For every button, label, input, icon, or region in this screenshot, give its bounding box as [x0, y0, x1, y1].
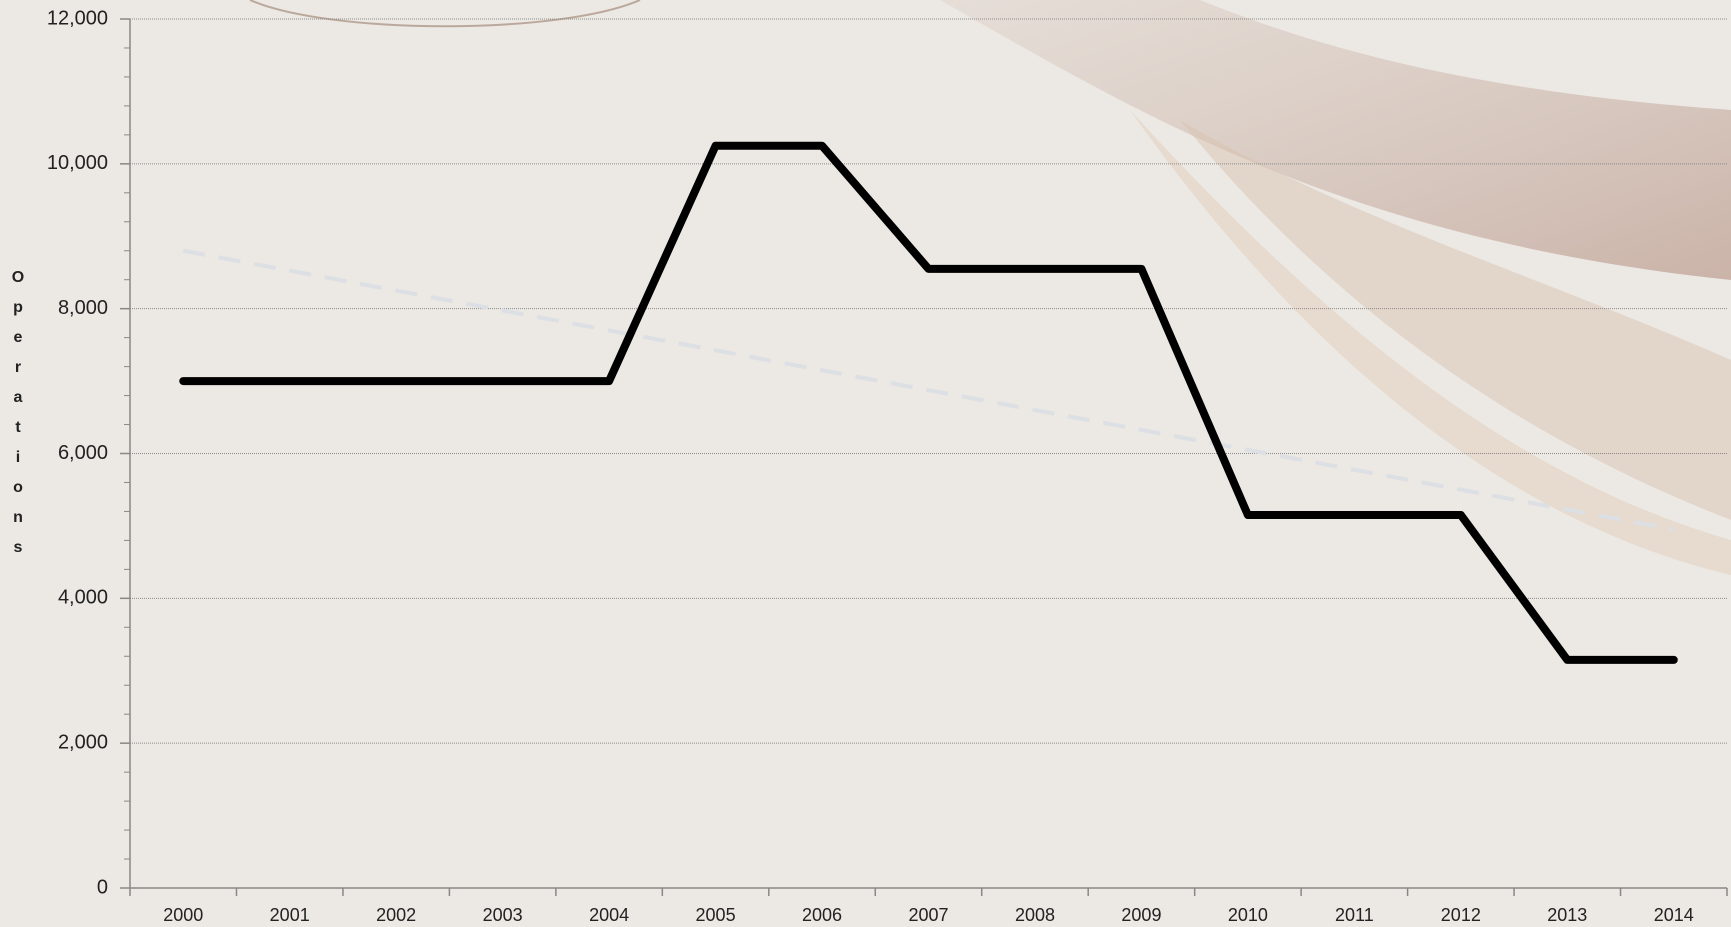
x-tick-label: 2002 [376, 905, 416, 925]
x-tick-label: 2001 [270, 905, 310, 925]
x-tick-label: 2014 [1654, 905, 1694, 925]
page: 0 2,000 4,000 6,000 8,000 10,000 12,000 2000 200… [0, 0, 1731, 927]
chart: 0 2,000 4,000 6,000 8,000 10,000 12,000 2000 200… [0, 0, 1731, 927]
x-tick-label: 2010 [1228, 905, 1268, 925]
y-tick-label: 2,000 [58, 731, 108, 753]
y-tick-label: 12,000 [47, 7, 108, 29]
x-tick-label: 2004 [589, 905, 629, 925]
x-tick-label: 2012 [1441, 905, 1481, 925]
x-tick-label: 2007 [908, 905, 948, 925]
y-tick-label: 0 [97, 876, 108, 898]
y-tick-label: 6,000 [58, 442, 108, 464]
x-tick-label: 2006 [802, 905, 842, 925]
x-tick-label: 2011 [1335, 905, 1374, 925]
x-tick-label: 2003 [483, 905, 523, 925]
x-tick-label: 2000 [163, 905, 203, 925]
y-tick-label: 10,000 [47, 152, 108, 174]
x-tick-label: 2008 [1015, 905, 1055, 925]
x-tick-label: 2009 [1121, 905, 1161, 925]
y-tick-label: 4,000 [58, 587, 108, 609]
x-tick-label: 2013 [1547, 905, 1587, 925]
y-tick-label: 8,000 [58, 297, 108, 319]
x-tick-label: 2005 [696, 905, 736, 925]
